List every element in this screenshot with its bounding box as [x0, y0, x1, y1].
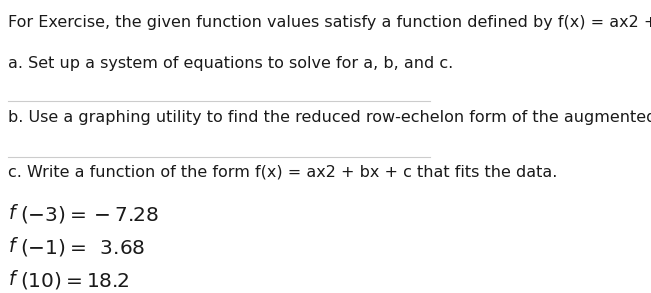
- Text: $(-1) = \enspace 3.68$: $(-1) = \enspace 3.68$: [20, 237, 145, 258]
- Text: $(10) = 18.2$: $(10) = 18.2$: [20, 270, 130, 291]
- Text: $(-3) = -7.28$: $(-3) = -7.28$: [20, 205, 159, 226]
- Text: $f$: $f$: [8, 205, 19, 224]
- Text: a. Set up a system of equations to solve for a, b, and c.: a. Set up a system of equations to solve…: [8, 56, 453, 71]
- Text: b. Use a graphing utility to find the reduced row-echelon form of the augmented : b. Use a graphing utility to find the re…: [8, 110, 651, 125]
- Text: For Exercise, the given function values satisfy a function defined by f(x) = ax2: For Exercise, the given function values …: [8, 15, 651, 30]
- Text: c. Write a function of the form f(x) = ax2 + bx + c that fits the data.: c. Write a function of the form f(x) = a…: [8, 165, 557, 180]
- Text: $f$: $f$: [8, 270, 19, 289]
- Text: $f$: $f$: [8, 237, 19, 256]
